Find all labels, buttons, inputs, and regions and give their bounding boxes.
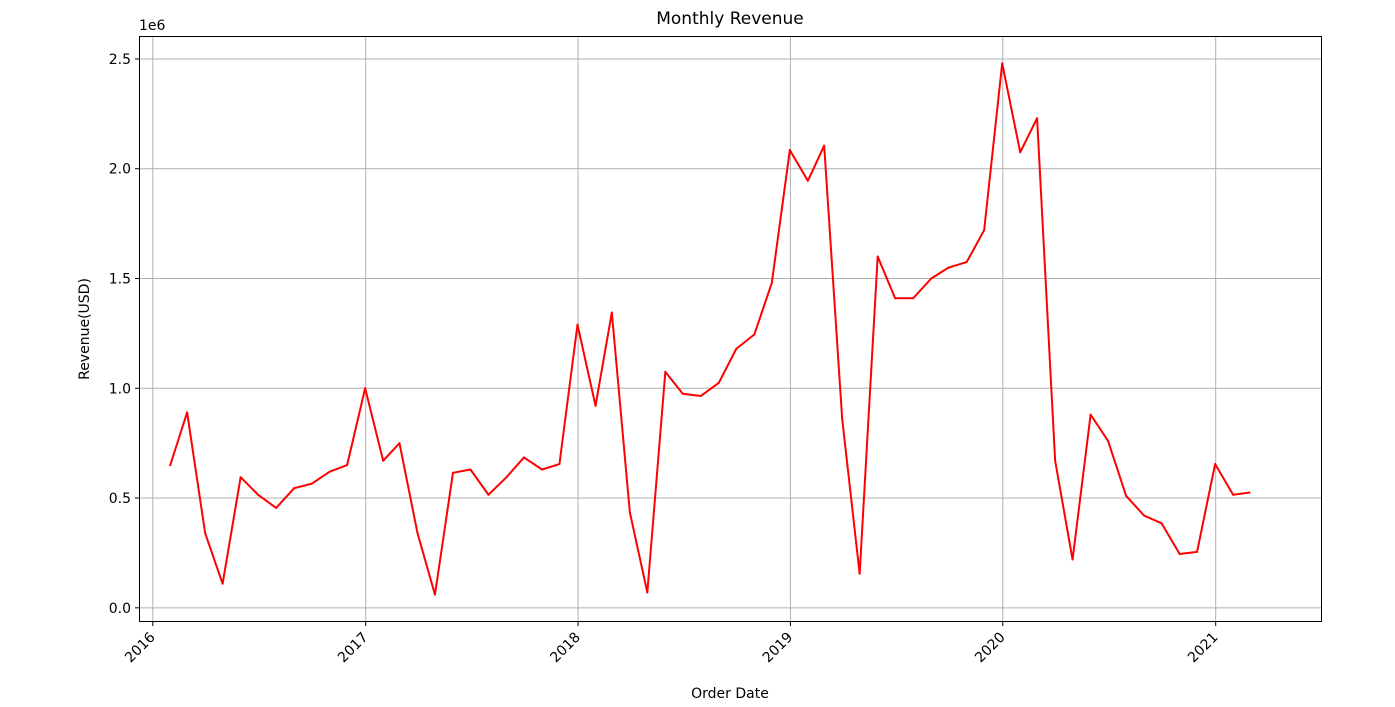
data-point [382, 459, 385, 462]
chart-title: Monthly Revenue [656, 9, 804, 29]
data-point [1107, 439, 1110, 442]
x-axis-label: Order Date [691, 686, 769, 702]
data-point [894, 297, 897, 300]
data-point [433, 593, 436, 596]
data-point [469, 468, 472, 471]
y-axis-offset-label: 1e6 [139, 18, 166, 34]
data-point [398, 442, 401, 445]
y-tick-label: 2.5 [109, 52, 131, 68]
data-point [1001, 62, 1004, 65]
data-point [664, 370, 667, 373]
data-point [1160, 522, 1163, 525]
data-point [1036, 117, 1039, 120]
plot-area-frame [139, 36, 1322, 622]
y-tick-label: 0.5 [109, 491, 131, 507]
data-point [186, 411, 189, 414]
data-point [1071, 558, 1074, 561]
y-tick-label: 0.0 [109, 601, 131, 617]
y-axis-label: Revenue(USD) [77, 278, 93, 380]
data-point [169, 464, 172, 467]
data-point [1178, 553, 1181, 556]
data-point [451, 471, 454, 474]
y-tick-label: 2.0 [109, 162, 131, 178]
data-point [221, 582, 224, 585]
data-point [1196, 550, 1199, 553]
data-point [522, 456, 525, 459]
data-point [1232, 493, 1235, 496]
data-point [204, 532, 207, 535]
data-point [965, 261, 968, 264]
data-point [912, 297, 915, 300]
data-point [753, 333, 756, 336]
data-point [275, 506, 278, 509]
data-point [293, 487, 296, 490]
data-point [257, 493, 260, 496]
data-point [487, 493, 490, 496]
data-point [576, 323, 579, 326]
data-point [770, 281, 773, 284]
series-layer [169, 62, 1251, 596]
data-point [541, 468, 544, 471]
y-tick-label: 1.5 [109, 272, 131, 288]
data-point [364, 387, 367, 390]
data-point [735, 347, 738, 350]
data-point [1143, 514, 1146, 517]
data-point [788, 149, 791, 152]
data-point [699, 394, 702, 397]
grid-lines [140, 37, 1321, 621]
revenue-series-line [169, 62, 1251, 596]
data-point [628, 511, 631, 514]
data-point [717, 381, 720, 384]
data-point [1125, 494, 1128, 497]
data-point [1054, 459, 1057, 462]
data-point [983, 229, 986, 232]
y-tick-label: 1.0 [109, 381, 131, 397]
data-point [823, 144, 826, 147]
data-point [1089, 413, 1092, 416]
data-point [806, 179, 809, 182]
data-point [1214, 463, 1217, 466]
data-point [947, 266, 950, 269]
data-point [1019, 151, 1022, 154]
data-point [505, 476, 508, 479]
data-point [646, 591, 649, 594]
data-point [310, 482, 313, 485]
data-point [876, 255, 879, 258]
data-point [681, 392, 684, 395]
data-point [594, 404, 597, 407]
data-point [1248, 491, 1251, 494]
data-point [610, 311, 613, 314]
data-point [841, 418, 844, 421]
data-point [239, 476, 242, 479]
data-point [346, 464, 349, 467]
data-point [558, 463, 561, 466]
data-point [416, 532, 419, 535]
data-point [328, 470, 331, 473]
data-point [930, 277, 933, 280]
data-point [858, 572, 861, 575]
